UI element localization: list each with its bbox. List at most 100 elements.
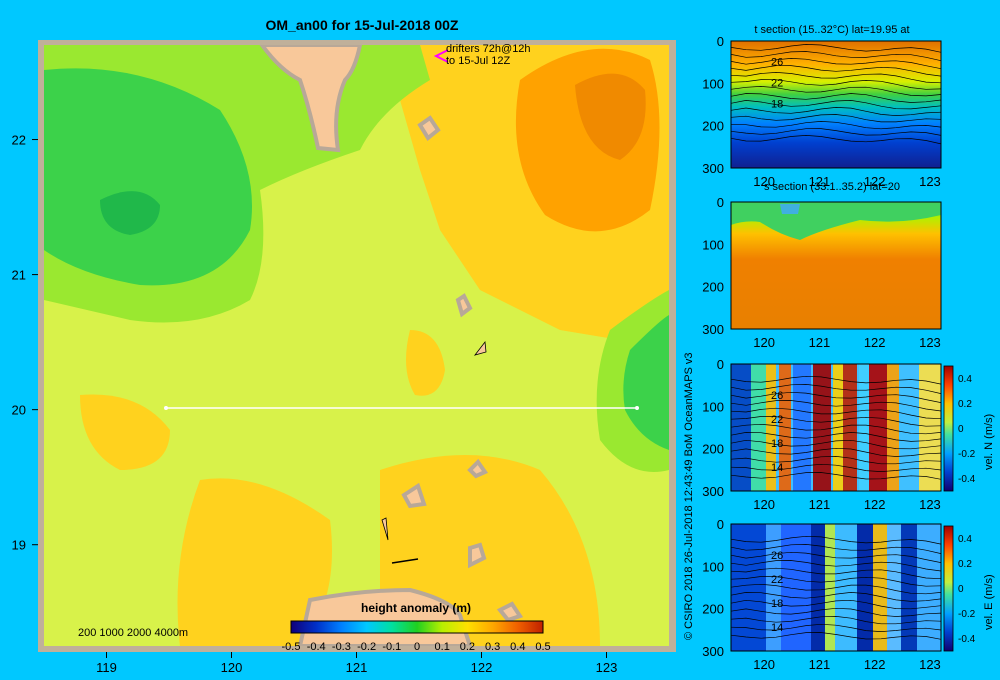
vn-section-contour-7 [730, 432, 942, 442]
main-colorbar-tick-6: 0.1 [435, 641, 450, 653]
ve-section-contour-11 [730, 623, 942, 632]
t-section-panel: 26 22 18 [730, 40, 942, 169]
drifter-note-line2: to 15-Jul 12Z [446, 55, 510, 67]
vn-section-contours: 26 22 18 14 [730, 375, 942, 480]
ve-section-cbar-tick-2: 0 [958, 584, 964, 595]
vn-section-stripe-9 [869, 364, 887, 491]
main-colorbar-tick-9: 0.4 [510, 641, 525, 653]
vn-section-stripe-4 [793, 364, 811, 491]
ve-section-contour-label-1: 22 [771, 574, 783, 586]
main-ytick-label-2: 21 [12, 268, 26, 283]
vn-section-stripe-7 [843, 364, 857, 491]
main-ytick-label-3: 22 [12, 133, 26, 148]
t-section-contour-0 [730, 44, 942, 53]
main-map-title: OM_an00 for 15-Jul-2018 00Z [266, 17, 459, 33]
vn-section-stripe-0 [731, 364, 751, 491]
vn-section-ytick-3: 300 [702, 484, 724, 499]
vn-section-contour-12 [730, 472, 942, 480]
t-section-xtick-0: 120 [753, 174, 775, 189]
ve-section-contour-label-0: 26 [771, 550, 783, 562]
ve-section-contours: 26 22 18 14 [730, 535, 942, 640]
t-section-contours: 26 22 18 [730, 44, 942, 145]
vn-colorbar-label: vel. N (m/s) [983, 414, 995, 470]
ve-section-stripe-8 [887, 524, 901, 651]
ve-section-stripe-6 [857, 524, 873, 651]
ve-section-contour-label-2: 18 [771, 598, 783, 610]
t-section-field [731, 41, 941, 168]
island-8 [496, 601, 524, 623]
map-field [44, 45, 669, 646]
s-section-ytick-1: 100 [702, 237, 724, 252]
ve-section-contour-6 [730, 583, 942, 595]
s-section-title: s section (33.1..35.2) lat=20 [764, 181, 900, 193]
vn-section-contour-4 [730, 407, 942, 420]
t-section-contour-3 [730, 65, 942, 77]
vn-section-cbar-tick-4: -0.4 [958, 474, 976, 485]
t-section-xtick-1: 121 [809, 174, 831, 189]
ve-section-contour-9 [730, 607, 942, 617]
main-ytick-label-0: 19 [12, 538, 26, 553]
vn-section-contour-9 [730, 447, 942, 457]
island-2 [455, 293, 473, 318]
s-section-border [730, 201, 942, 330]
t-section-border [730, 40, 942, 169]
vn-section-stripe-11 [899, 364, 919, 491]
s-section-ytick-0: 0 [717, 195, 724, 210]
ve-colorbar-label: vel. E (m/s) [983, 574, 995, 630]
main-colorbar-tick-4: -0.1 [382, 641, 401, 653]
vn-section-ytick-2: 200 [702, 442, 724, 457]
zone-green-east-inner [623, 315, 669, 450]
main-xtick-label-0: 119 [96, 660, 117, 675]
main-colorbar-title: height anomaly (m) [361, 601, 471, 615]
t-section-contour-9 [730, 107, 942, 116]
main-map-yticks: 19 20 21 22 [12, 133, 38, 553]
main-colorbar: height anomaly (m) -0.5 -0.4 -0.3 -0.2 -0.1 0… [282, 601, 551, 653]
t-section-ytick-1: 100 [702, 76, 724, 91]
t-section-contour-label-2: 18 [771, 98, 783, 110]
zone-orange-west [80, 394, 170, 470]
t-section-contour-13 [730, 135, 942, 145]
ve-section-ytick-3: 300 [702, 644, 724, 659]
ve-section-ytick-2: 200 [702, 602, 724, 617]
t-section-ytick-0: 0 [717, 34, 724, 49]
ve-section-xtick-0: 120 [753, 657, 775, 672]
ve-section-stripe-4 [825, 524, 835, 651]
main-ytick-label-1: 20 [12, 403, 26, 418]
island-5 [401, 482, 427, 509]
vn-section-cbar-tick-0: 0.4 [958, 374, 972, 385]
ve-section-stripe-7 [873, 524, 887, 651]
island-1 [417, 115, 441, 141]
vn-section-contour-10 [730, 456, 942, 465]
vn-section-contour-label-0: 26 [771, 390, 783, 402]
ve-section-stripe-3 [811, 524, 825, 651]
ve-section-cbar-tick-1: 0.2 [958, 559, 972, 570]
ve-section-stripe-9 [901, 524, 917, 651]
vn-section-contour-2 [730, 391, 942, 403]
vn-section-ytick-1: 100 [702, 399, 724, 414]
main-xtick-label-1: 120 [221, 660, 243, 675]
main-colorbar-tick-0: -0.5 [282, 641, 301, 653]
vn-section-contour-1 [730, 384, 942, 394]
ve-section-contour-12 [730, 632, 942, 640]
drifter-note-line1: drifters 72h@12h [446, 43, 531, 55]
s-section-xtick-1: 121 [809, 335, 831, 350]
s-section-blue-patch [780, 204, 800, 214]
vn-section-contour-label-2: 18 [771, 438, 783, 450]
t-section-contour-6 [730, 86, 942, 97]
ve-section-stripe-1 [766, 524, 781, 651]
ve-section-xtick-3: 123 [919, 657, 941, 672]
main-colorbar-tick-3: -0.2 [357, 641, 376, 653]
vn-section-border [730, 363, 942, 492]
island-6 [381, 517, 389, 541]
velocity-colorbar-ticks: 0.4 0.2 0 -0.2 -0.4 0.4 0.2 0 -0.2 -0.4 [958, 374, 976, 645]
vn-section-panel: 26 22 18 14 [730, 363, 942, 492]
ve-section-contour-7 [730, 592, 942, 602]
main-colorbar-tick-5: 0 [414, 641, 420, 653]
vn-section-contour-label-1: 22 [771, 414, 783, 426]
t-section-title: t section (15..32°C) lat=19.95 at [754, 24, 909, 36]
t-section-contour-10 [730, 114, 942, 123]
t-section-contour-label-0: 26 [771, 56, 783, 68]
zone-darkgreen-northwest [100, 191, 160, 235]
drifter-marker [433, 49, 449, 63]
